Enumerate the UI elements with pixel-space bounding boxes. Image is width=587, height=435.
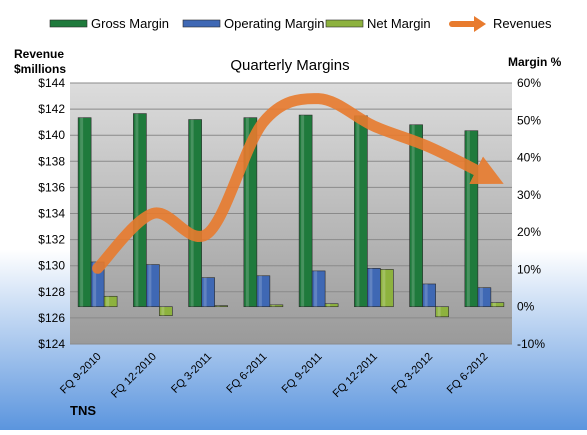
bar-gross-margin bbox=[464, 130, 479, 308]
right-axis-label: Margin % bbox=[508, 55, 562, 69]
left-tick-label: $134 bbox=[38, 207, 65, 221]
bar-highlight bbox=[190, 119, 194, 307]
bar-net-margin bbox=[103, 295, 118, 308]
left-tick-label: $136 bbox=[38, 180, 65, 194]
legend-label: Net Margin bbox=[367, 16, 431, 31]
bar-net-margin bbox=[214, 305, 228, 308]
legend-arrow bbox=[474, 16, 486, 32]
bar-highlight bbox=[314, 270, 318, 307]
legend-label: Revenues bbox=[493, 16, 552, 31]
legend: Gross Margin Operating Margin Net Margin Re… bbox=[49, 16, 552, 32]
legend-swatch bbox=[49, 19, 88, 28]
bar-highlight bbox=[369, 268, 373, 307]
left-tick-label: $130 bbox=[38, 259, 65, 273]
bar-highlight bbox=[106, 296, 110, 307]
left-tick-label: $132 bbox=[38, 233, 65, 247]
bar-operating-margin bbox=[367, 268, 381, 308]
bar-gross-margin bbox=[354, 115, 368, 308]
right-tick-label: 20% bbox=[517, 225, 541, 239]
right-axis-ticks: -10% 0% 10% 20% 30% 40% 50% 60% bbox=[517, 76, 545, 351]
bar-highlight bbox=[437, 306, 441, 317]
bar-highlight bbox=[216, 305, 220, 307]
right-tick-label: 50% bbox=[517, 113, 541, 127]
left-tick-label: $138 bbox=[38, 154, 65, 168]
bar-operating-margin bbox=[256, 275, 271, 308]
bar-highlight bbox=[356, 115, 360, 307]
right-tick-label: 10% bbox=[517, 262, 541, 276]
bar-highlight bbox=[382, 269, 386, 307]
left-tick-label: $124 bbox=[38, 337, 65, 351]
bar-highlight bbox=[301, 115, 305, 307]
bar-gross-margin bbox=[77, 117, 92, 308]
bar-operating-margin bbox=[477, 287, 492, 308]
bar-highlight bbox=[271, 304, 275, 307]
bar-operating-margin bbox=[311, 270, 326, 308]
right-tick-label: 30% bbox=[517, 188, 541, 202]
right-tick-label: 40% bbox=[517, 151, 541, 165]
bar-highlight bbox=[161, 306, 165, 316]
left-axis-label-line2: $millions bbox=[14, 62, 66, 76]
bar-highlight bbox=[424, 283, 428, 307]
right-tick-label: 0% bbox=[517, 300, 535, 314]
bar-highlight bbox=[148, 264, 152, 307]
bar-operating-margin bbox=[201, 277, 215, 308]
bar-highlight bbox=[492, 302, 496, 307]
left-axis-label-line1: Revenue bbox=[14, 47, 64, 61]
bar-operating-margin bbox=[146, 264, 160, 308]
bar-highlight bbox=[135, 113, 139, 307]
left-tick-label: $126 bbox=[38, 311, 65, 325]
bar-operating-margin bbox=[422, 283, 436, 308]
bar-net-margin bbox=[269, 304, 284, 308]
bar-highlight bbox=[258, 275, 262, 307]
source-label: TNS bbox=[70, 403, 96, 418]
bar-net-margin bbox=[159, 306, 173, 316]
chart-title: Quarterly Margins bbox=[230, 57, 349, 74]
left-tick-label: $128 bbox=[38, 285, 65, 299]
bar-gross-margin bbox=[298, 114, 313, 308]
bar-highlight bbox=[93, 261, 97, 307]
right-tick-label: -10% bbox=[517, 337, 545, 351]
legend-swatch bbox=[325, 19, 364, 28]
bar-highlight bbox=[466, 130, 470, 307]
left-tick-label: $140 bbox=[38, 128, 65, 142]
right-tick-label: 60% bbox=[517, 76, 541, 90]
legend-label: Gross Margin bbox=[91, 16, 169, 31]
bar-gross-margin bbox=[409, 124, 423, 308]
legend-swatch bbox=[182, 19, 221, 28]
left-axis-ticks: $124 $126 $128 $130 $132 $134 $136 $138 $140 $142… bbox=[38, 76, 65, 351]
bar-highlight bbox=[479, 287, 483, 307]
bar-highlight bbox=[411, 124, 415, 307]
bar-highlight bbox=[80, 117, 84, 307]
bar-net-margin bbox=[380, 269, 394, 308]
revenue-line bbox=[92, 93, 504, 274]
left-tick-label: $144 bbox=[38, 76, 65, 90]
revenue-line-path bbox=[92, 93, 504, 274]
bar-net-margin bbox=[324, 303, 339, 308]
bar-net-margin bbox=[490, 302, 505, 308]
bar-highlight bbox=[203, 277, 207, 307]
bar-highlight bbox=[327, 303, 331, 307]
legend-label: Operating Margin bbox=[224, 16, 324, 31]
left-tick-label: $142 bbox=[38, 102, 65, 116]
bar-highlight bbox=[245, 117, 249, 307]
bar-net-margin bbox=[435, 306, 449, 318]
bar-gross-margin bbox=[188, 119, 202, 308]
bar-gross-margin bbox=[133, 113, 147, 308]
